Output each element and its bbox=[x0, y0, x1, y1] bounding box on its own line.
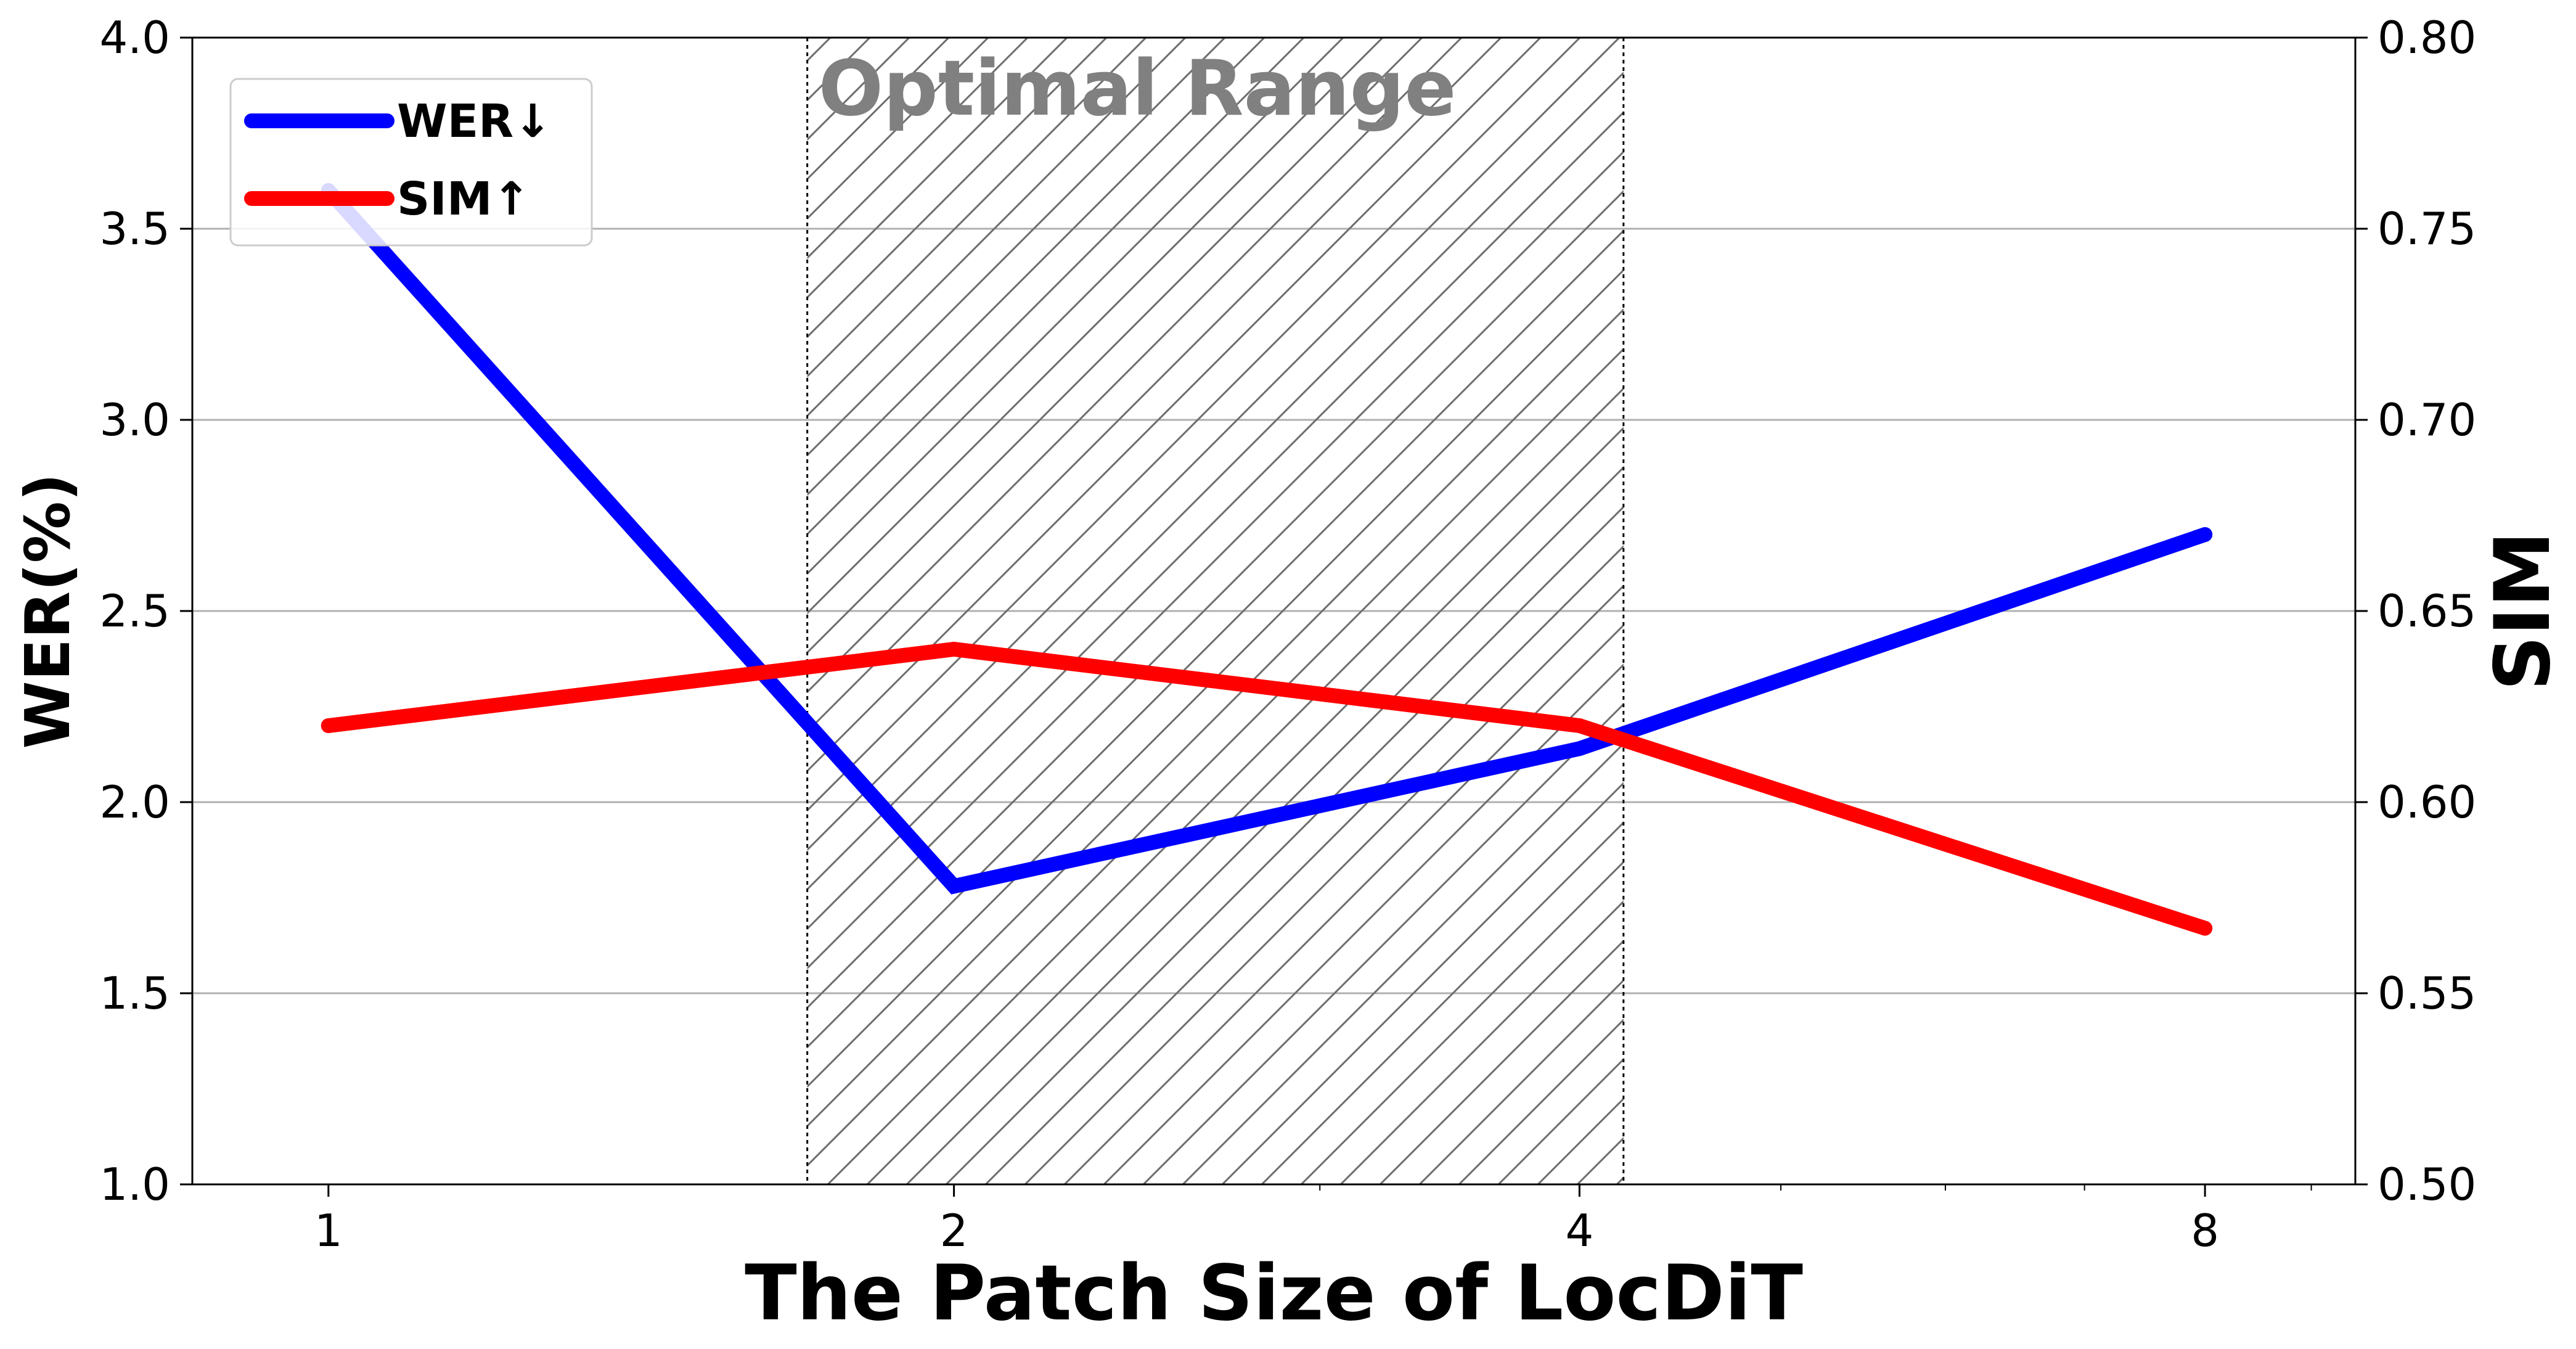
optimal-range-label: Optimal Range bbox=[819, 44, 1457, 133]
data-point bbox=[2198, 527, 2213, 542]
y-axis-left: 1.0 1.5 2.0 2.5 3.0 3.5 4.0 bbox=[99, 12, 192, 1210]
legend-label-sim: SIM↑ bbox=[397, 173, 530, 226]
data-point bbox=[1572, 741, 1587, 757]
legend: WER↓ SIM↑ bbox=[229, 78, 593, 247]
y-left-tick-label: 3.5 bbox=[99, 203, 170, 255]
y-right-tick-label: 0.50 bbox=[2378, 1158, 2476, 1210]
y-left-tick-label: 1.0 bbox=[99, 1158, 170, 1210]
y-left-tick-label: 4.0 bbox=[99, 12, 170, 64]
y-left-tick-label: 2.0 bbox=[99, 776, 170, 828]
y-right-tick-label: 0.55 bbox=[2378, 967, 2476, 1019]
x-axis: 1 2 4 8 bbox=[314, 1184, 2312, 1257]
y-right-tick-label: 0.75 bbox=[2378, 203, 2476, 255]
data-point bbox=[1572, 718, 1587, 733]
y-right-tick-label: 0.60 bbox=[2378, 776, 2476, 828]
series-line-0 bbox=[321, 183, 2213, 895]
data-point bbox=[946, 642, 962, 657]
x-tick-label: 2 bbox=[940, 1205, 968, 1257]
y-right-tick-label: 0.80 bbox=[2378, 12, 2476, 64]
optimal-range-region bbox=[806, 38, 1625, 1184]
data-point bbox=[321, 718, 336, 733]
y-right-tick-label: 0.65 bbox=[2378, 585, 2476, 637]
y-axis-right-title: SIM bbox=[2479, 531, 2567, 691]
x-tick-label: 4 bbox=[1565, 1205, 1593, 1257]
series-line-1 bbox=[321, 641, 2213, 936]
x-tick-label: 8 bbox=[2191, 1205, 2219, 1257]
y-axis-left-title: WER(%) bbox=[12, 473, 84, 748]
y-left-tick-label: 2.5 bbox=[99, 585, 170, 637]
y-left-tick-label: 3.0 bbox=[99, 394, 170, 446]
data-point bbox=[946, 879, 962, 894]
data-point bbox=[2198, 921, 2213, 936]
y-right-tick-label: 0.70 bbox=[2378, 394, 2476, 446]
optimal-range-hatch bbox=[807, 38, 1624, 1184]
legend-label-wer: WER↓ bbox=[397, 95, 552, 148]
x-tick-label: 1 bbox=[314, 1205, 343, 1257]
y-left-tick-label: 1.5 bbox=[99, 967, 170, 1019]
y-axis-right: 0.50 0.55 0.60 0.65 0.70 0.75 0.80 bbox=[2355, 12, 2476, 1210]
x-axis-title: The Patch Size of LocDiT bbox=[745, 1249, 1803, 1338]
